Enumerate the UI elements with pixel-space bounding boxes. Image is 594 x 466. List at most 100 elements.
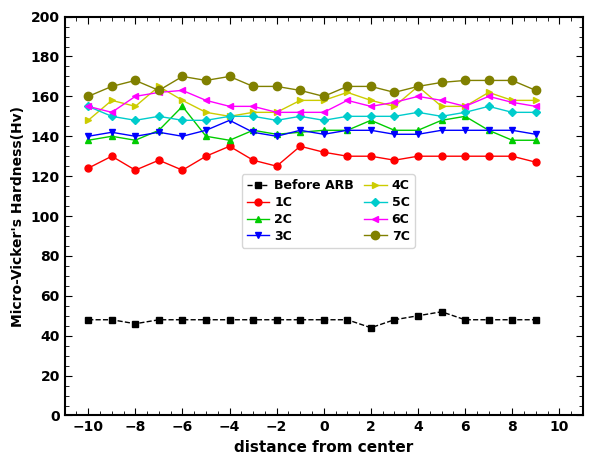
7C bbox=[273, 83, 280, 89]
5C bbox=[84, 103, 91, 109]
3C bbox=[438, 128, 445, 133]
2C bbox=[485, 128, 492, 133]
1C bbox=[132, 167, 139, 173]
3C bbox=[249, 130, 257, 135]
6C bbox=[462, 103, 469, 109]
Line: 7C: 7C bbox=[84, 72, 540, 101]
1C bbox=[367, 153, 374, 159]
4C bbox=[508, 97, 516, 103]
2C bbox=[391, 128, 398, 133]
3C bbox=[132, 133, 139, 139]
7C bbox=[155, 88, 162, 93]
Before ARB bbox=[415, 313, 422, 319]
4C bbox=[108, 97, 115, 103]
7C bbox=[344, 83, 351, 89]
3C bbox=[155, 130, 162, 135]
6C bbox=[438, 97, 445, 103]
Before ARB bbox=[84, 317, 91, 322]
2C bbox=[226, 137, 233, 143]
6C bbox=[485, 94, 492, 99]
1C bbox=[485, 153, 492, 159]
6C bbox=[203, 97, 210, 103]
6C bbox=[415, 94, 422, 99]
2C bbox=[344, 128, 351, 133]
7C bbox=[84, 94, 91, 99]
3C bbox=[391, 131, 398, 137]
Line: 2C: 2C bbox=[85, 103, 539, 144]
7C bbox=[508, 78, 516, 83]
5C bbox=[273, 117, 280, 123]
5C bbox=[320, 117, 327, 123]
6C bbox=[344, 97, 351, 103]
Before ARB bbox=[367, 325, 374, 330]
Before ARB bbox=[179, 317, 186, 322]
2C bbox=[367, 117, 374, 123]
2C bbox=[438, 117, 445, 123]
4C bbox=[84, 117, 91, 123]
Before ARB bbox=[462, 317, 469, 322]
1C bbox=[296, 144, 304, 149]
2C bbox=[84, 137, 91, 143]
2C bbox=[415, 128, 422, 133]
Before ARB bbox=[249, 317, 257, 322]
1C bbox=[226, 144, 233, 149]
Before ARB bbox=[438, 309, 445, 315]
4C bbox=[391, 103, 398, 109]
Line: 4C: 4C bbox=[85, 83, 539, 124]
4C bbox=[132, 103, 139, 109]
1C bbox=[179, 167, 186, 173]
4C bbox=[485, 89, 492, 95]
3C bbox=[532, 131, 539, 137]
6C bbox=[249, 103, 257, 109]
5C bbox=[108, 114, 115, 119]
6C bbox=[508, 100, 516, 105]
7C bbox=[108, 83, 115, 89]
Line: 6C: 6C bbox=[85, 87, 539, 116]
2C bbox=[203, 133, 210, 139]
Y-axis label: Micro-Vicker's Hardness(Hv): Micro-Vicker's Hardness(Hv) bbox=[11, 105, 25, 327]
Before ARB bbox=[391, 317, 398, 322]
7C bbox=[367, 83, 374, 89]
4C bbox=[344, 89, 351, 95]
5C bbox=[249, 114, 257, 119]
2C bbox=[532, 137, 539, 143]
X-axis label: distance from center: distance from center bbox=[234, 440, 413, 455]
7C bbox=[438, 80, 445, 85]
4C bbox=[462, 103, 469, 109]
7C bbox=[320, 94, 327, 99]
3C bbox=[84, 133, 91, 139]
Before ARB bbox=[226, 317, 233, 322]
Legend: Before ARB, 1C, 2C, 3C, 4C, 5C, 6C, 7C: Before ARB, 1C, 2C, 3C, 4C, 5C, 6C, 7C bbox=[242, 174, 415, 247]
2C bbox=[273, 131, 280, 137]
7C bbox=[226, 74, 233, 79]
7C bbox=[391, 89, 398, 95]
7C bbox=[296, 88, 304, 93]
1C bbox=[249, 158, 257, 163]
3C bbox=[203, 128, 210, 133]
1C bbox=[344, 153, 351, 159]
5C bbox=[462, 110, 469, 115]
2C bbox=[296, 130, 304, 135]
4C bbox=[532, 97, 539, 103]
4C bbox=[415, 83, 422, 89]
Before ARB bbox=[296, 317, 304, 322]
6C bbox=[84, 103, 91, 109]
5C bbox=[344, 114, 351, 119]
Before ARB bbox=[532, 317, 539, 322]
7C bbox=[485, 78, 492, 83]
3C bbox=[508, 128, 516, 133]
4C bbox=[155, 83, 162, 89]
5C bbox=[391, 114, 398, 119]
5C bbox=[155, 114, 162, 119]
2C bbox=[320, 128, 327, 133]
5C bbox=[226, 114, 233, 119]
7C bbox=[415, 83, 422, 89]
3C bbox=[367, 128, 374, 133]
2C bbox=[249, 128, 257, 133]
6C bbox=[132, 94, 139, 99]
5C bbox=[415, 110, 422, 115]
4C bbox=[296, 97, 304, 103]
Line: 1C: 1C bbox=[85, 143, 539, 174]
1C bbox=[438, 153, 445, 159]
5C bbox=[438, 114, 445, 119]
